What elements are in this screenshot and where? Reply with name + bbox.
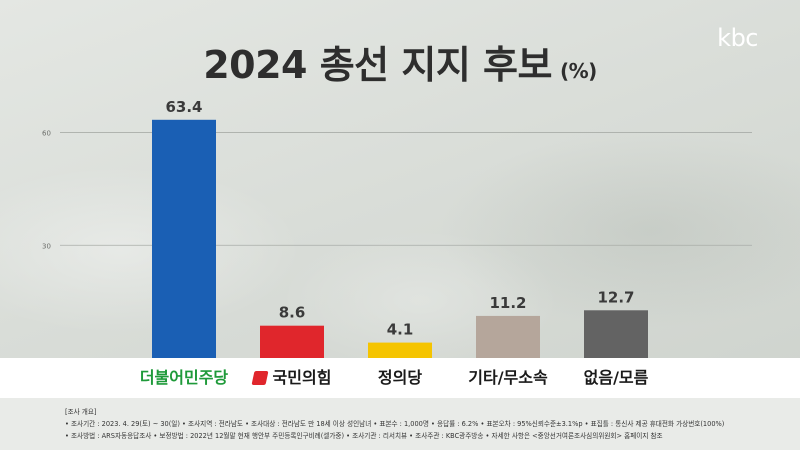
category-label-1: 더불어민주당 xyxy=(124,358,244,398)
category-label-2: 국민의힘 xyxy=(232,358,352,398)
category-label-text: 기타/무소속 xyxy=(468,368,548,387)
bar-value-label: 4.1 xyxy=(387,321,414,339)
bar-value-label: 63.4 xyxy=(165,98,202,116)
bar-value-label: 11.2 xyxy=(489,294,526,312)
footer-line-1: • 조사기간 : 2023. 4. 29(토) ~ 30(일) • 조사지역 :… xyxy=(65,420,725,428)
party-logo-icon xyxy=(251,371,269,385)
bar-5 xyxy=(584,310,648,358)
category-labels: 더불어민주당 국민의힘 정의당 기타/무소속 없음/모름 xyxy=(0,358,800,398)
bar-value-label: 12.7 xyxy=(597,288,634,306)
chart-title-text: 2024 총선 지지 후보 xyxy=(203,43,552,87)
bar-chart: 30 60 63.4 8.6 4.1 11.2 12.7 xyxy=(42,98,752,358)
bar-1 xyxy=(152,119,216,358)
category-label-text: 없음/모름 xyxy=(583,368,649,387)
y-tick-label: 60 xyxy=(42,130,51,138)
footer-heading: [조사 개요] xyxy=(65,408,97,416)
bar-2 xyxy=(260,325,324,358)
survey-footer: [조사 개요] • 조사기간 : 2023. 4. 29(토) ~ 30(일) … xyxy=(0,398,800,450)
category-label-text: 국민의힘 xyxy=(272,368,332,387)
category-label-text: 정의당 xyxy=(377,368,423,387)
kbc-logo: kbc xyxy=(717,24,758,52)
footer-line-2: • 조사방법 : ARS자동응답조사 • 보정방법 : 2022년 12월말 현… xyxy=(65,432,663,440)
bar-3 xyxy=(368,342,432,358)
bar-value-label: 8.6 xyxy=(279,304,306,322)
y-tick-label: 30 xyxy=(42,242,51,250)
category-label-4: 기타/무소속 xyxy=(448,358,568,398)
chart-unit: (%) xyxy=(559,59,597,83)
bar-4 xyxy=(476,315,540,358)
chart-title: 2024 총선 지지 후보 (%) xyxy=(0,34,800,89)
category-label-text: 더불어민주당 xyxy=(139,368,229,387)
category-label-5: 없음/모름 xyxy=(556,358,676,398)
category-label-3: 정의당 xyxy=(340,358,460,398)
